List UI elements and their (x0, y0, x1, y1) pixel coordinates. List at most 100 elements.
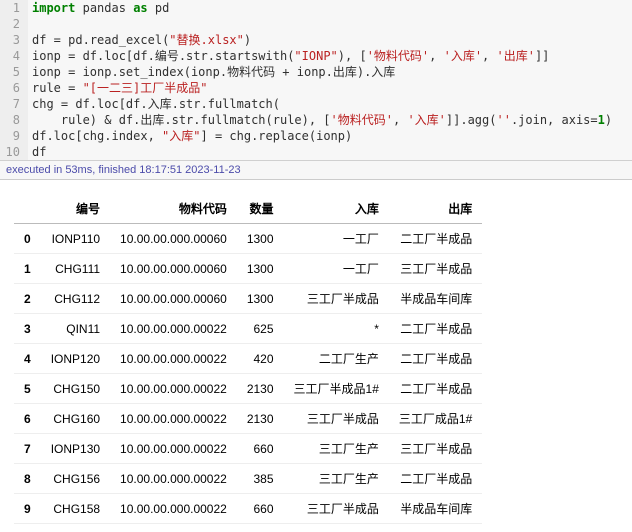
line-number: 10 (0, 144, 28, 160)
cell: CHG150 (41, 374, 110, 404)
cell: QIN11 (41, 314, 110, 344)
cell: 10.00.00.000.00022 (110, 314, 237, 344)
line-number: 8 (0, 112, 28, 128)
cell: 三工厂生产 (284, 434, 389, 464)
line-number: 6 (0, 80, 28, 96)
table-row: 1CHG11110.00.00.000.000601300一工厂三工厂半成品 (14, 254, 482, 284)
cell: 10.00.00.000.00022 (110, 464, 237, 494)
output-area: 编号物料代码数量入库出库 0IONP11010.00.00.000.000601… (0, 180, 632, 524)
line-number: 1 (0, 0, 28, 16)
table-row: 6CHG16010.00.00.000.000222130三工厂半成品三工厂成品… (14, 404, 482, 434)
cell: 10.00.00.000.00060 (110, 254, 237, 284)
code-line: rule = "[一二三]工厂半成品" (28, 80, 207, 96)
cell: 三工厂半成品 (389, 434, 482, 464)
line-number: 3 (0, 32, 28, 48)
cell: 二工厂半成品 (389, 224, 482, 254)
cell: 三工厂生产 (284, 464, 389, 494)
code-line: df.loc[chg.index, "入库"] = chg.replace(io… (28, 128, 352, 144)
table-row: 2CHG11210.00.00.000.000601300三工厂半成品半成品车间… (14, 284, 482, 314)
cell: IONP120 (41, 344, 110, 374)
row-index: 2 (14, 284, 41, 314)
cell: 10.00.00.000.00022 (110, 344, 237, 374)
column-header: 编号 (41, 194, 110, 224)
row-index: 5 (14, 374, 41, 404)
cell: 10.00.00.000.00060 (110, 284, 237, 314)
cell: 1300 (237, 254, 284, 284)
row-index: 7 (14, 434, 41, 464)
table-row: 4IONP12010.00.00.000.00022420二工厂生产二工厂半成品 (14, 344, 482, 374)
line-number: 5 (0, 64, 28, 80)
cell: 10.00.00.000.00060 (110, 224, 237, 254)
cell: 10.00.00.000.00022 (110, 434, 237, 464)
cell: CHG160 (41, 404, 110, 434)
cell: CHG156 (41, 464, 110, 494)
cell: 660 (237, 434, 284, 464)
index-header (14, 194, 41, 224)
code-line: import pandas as pd (28, 0, 169, 16)
cell: 385 (237, 464, 284, 494)
row-index: 3 (14, 314, 41, 344)
column-header: 入库 (284, 194, 389, 224)
table-row: 0IONP11010.00.00.000.000601300一工厂二工厂半成品 (14, 224, 482, 254)
cell: CHG112 (41, 284, 110, 314)
execution-status: executed in 53ms, finished 18:17:51 2023… (0, 161, 632, 180)
cell: 二工厂半成品 (389, 344, 482, 374)
code-line: ionp = df.loc[df.编号.str.startswith("IONP… (28, 48, 549, 64)
table-row: 7IONP13010.00.00.000.00022660三工厂生产三工厂半成品 (14, 434, 482, 464)
cell: 二工厂生产 (284, 344, 389, 374)
table-row: 5CHG15010.00.00.000.000222130三工厂半成品1#二工厂… (14, 374, 482, 404)
cell: 半成品车间库 (389, 284, 482, 314)
code-line (28, 16, 39, 32)
cell: CHG158 (41, 494, 110, 524)
cell: 三工厂半成品 (284, 284, 389, 314)
cell: 625 (237, 314, 284, 344)
row-index: 4 (14, 344, 41, 374)
line-number: 7 (0, 96, 28, 112)
cell: 二工厂半成品 (389, 314, 482, 344)
row-index: 6 (14, 404, 41, 434)
table-row: 3QIN1110.00.00.000.00022625*二工厂半成品 (14, 314, 482, 344)
code-line: rule) & df.出库.str.fullmatch(rule), ['物料代… (28, 112, 612, 128)
cell: 三工厂半成品 (389, 254, 482, 284)
cell: 660 (237, 494, 284, 524)
code-line: df = pd.read_excel("替换.xlsx") (28, 32, 251, 48)
code-line: ionp = ionp.set_index(ionp.物料代码 + ionp.出… (28, 64, 395, 80)
cell: 10.00.00.000.00022 (110, 374, 237, 404)
cell: 一工厂 (284, 224, 389, 254)
row-index: 0 (14, 224, 41, 254)
cell: 半成品车间库 (389, 494, 482, 524)
column-header: 数量 (237, 194, 284, 224)
row-index: 8 (14, 464, 41, 494)
cell: 1300 (237, 284, 284, 314)
dataframe-table: 编号物料代码数量入库出库 0IONP11010.00.00.000.000601… (14, 194, 482, 524)
row-index: 9 (14, 494, 41, 524)
column-header: 出库 (389, 194, 482, 224)
cell: IONP110 (41, 224, 110, 254)
code-line: df (28, 144, 46, 160)
cell: 420 (237, 344, 284, 374)
cell: 10.00.00.000.00022 (110, 404, 237, 434)
cell: 三工厂半成品1# (284, 374, 389, 404)
cell: 2130 (237, 404, 284, 434)
code-editor[interactable]: 1import pandas as pd 2 3df = pd.read_exc… (0, 0, 632, 161)
cell: 2130 (237, 374, 284, 404)
row-index: 1 (14, 254, 41, 284)
cell: 三工厂半成品 (284, 404, 389, 434)
line-number: 2 (0, 16, 28, 32)
cell: 1300 (237, 224, 284, 254)
cell: * (284, 314, 389, 344)
cell: IONP130 (41, 434, 110, 464)
cell: 三工厂成品1# (389, 404, 482, 434)
line-number: 4 (0, 48, 28, 64)
cell: 10.00.00.000.00022 (110, 494, 237, 524)
cell: 二工厂半成品 (389, 464, 482, 494)
code-line: chg = df.loc[df.入库.str.fullmatch( (28, 96, 280, 112)
cell: CHG111 (41, 254, 110, 284)
table-row: 9CHG15810.00.00.000.00022660三工厂半成品半成品车间库 (14, 494, 482, 524)
cell: 三工厂半成品 (284, 494, 389, 524)
cell: 一工厂 (284, 254, 389, 284)
cell: 二工厂半成品 (389, 374, 482, 404)
table-row: 8CHG15610.00.00.000.00022385三工厂生产二工厂半成品 (14, 464, 482, 494)
column-header: 物料代码 (110, 194, 237, 224)
line-number: 9 (0, 128, 28, 144)
